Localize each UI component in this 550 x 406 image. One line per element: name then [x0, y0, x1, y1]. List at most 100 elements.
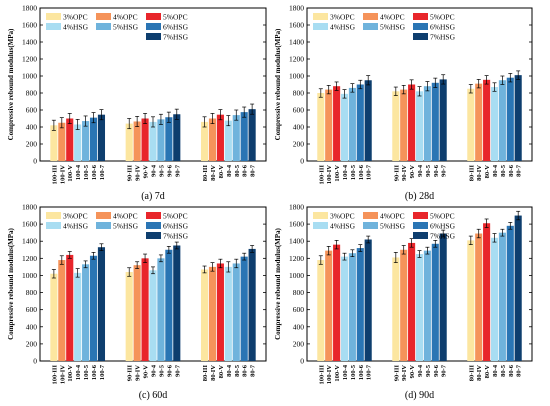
bar [232, 263, 240, 361]
x-tick-label: 100-5 [83, 164, 90, 180]
x-tick-label: 100-V [67, 365, 74, 382]
legend-swatch [96, 222, 111, 229]
bar [157, 258, 165, 361]
bar [74, 124, 82, 161]
y-tick-label: 200 [26, 339, 38, 348]
x-tick-label: 90-4 [417, 164, 424, 177]
legend-label: 4%HSG [330, 222, 356, 231]
y-tick-label: 800 [293, 89, 305, 98]
x-tick-label: 100-7 [99, 164, 106, 180]
x-tick-label: 100-5 [350, 164, 357, 180]
y-tick-label: 400 [293, 322, 305, 331]
bar [467, 240, 475, 361]
legend-label: 4%HSG [330, 23, 356, 32]
legend-label: 4%OPC [113, 13, 138, 22]
legend-label: 5%OPC [163, 212, 188, 221]
bar [224, 120, 232, 161]
bar [483, 79, 491, 161]
x-tick-label: 80-IV [210, 365, 217, 381]
bar [431, 243, 439, 361]
y-tick-label: 1400 [289, 38, 304, 47]
legend-label: 4%HSG [63, 222, 89, 231]
bar [475, 83, 483, 161]
x-tick-label: 80-4 [226, 164, 233, 177]
y-tick-label: 800 [293, 288, 305, 297]
bar [133, 265, 141, 361]
legend-swatch [146, 13, 161, 20]
legend-swatch [313, 212, 328, 219]
bar [490, 87, 499, 161]
x-tick-label: 100-IV [59, 165, 66, 184]
x-tick-label: 80-6 [508, 364, 515, 377]
x-tick-label: 90-5 [425, 364, 432, 377]
x-tick-label: 80-4 [226, 364, 233, 377]
x-tick-label: 100-V [334, 165, 341, 182]
legend-label: 4%OPC [113, 212, 138, 221]
panel-caption: (b) 28d [405, 191, 434, 202]
bar [248, 248, 256, 361]
x-tick-label: 80-5 [500, 364, 507, 377]
x-tick-label: 90-V [409, 165, 416, 179]
bar [165, 249, 173, 361]
bar [216, 114, 224, 161]
x-tick-label: 100-6 [358, 164, 365, 180]
x-tick-label: 80-7 [250, 364, 257, 377]
bar [400, 89, 408, 161]
bar [165, 117, 173, 161]
legend-swatch [46, 13, 61, 20]
legend-swatch [46, 222, 61, 229]
x-tick-label: 100-7 [366, 164, 373, 180]
bar [125, 272, 133, 361]
x-tick-label: 90-5 [158, 164, 165, 177]
legend-swatch [146, 212, 161, 219]
legend-label: 7%HSG [430, 33, 456, 42]
bar [498, 232, 506, 361]
bar [133, 121, 141, 161]
x-tick-label: 100-4 [342, 164, 349, 180]
x-tick-label: 90-4 [151, 164, 158, 177]
bar [423, 86, 431, 161]
bar [66, 118, 74, 161]
bar [240, 256, 248, 361]
legend-swatch [413, 212, 428, 219]
y-tick-label: 1000 [22, 271, 37, 280]
x-tick-label: 100-III [318, 165, 325, 185]
x-tick-label: 90-4 [417, 364, 424, 377]
x-tick-label: 90-III [127, 365, 134, 382]
y-tick-label: 600 [293, 106, 305, 115]
x-tick-label: 100-6 [91, 164, 98, 180]
x-tick-label: 90-IV [401, 365, 408, 381]
bar [325, 89, 333, 161]
legend-swatch [363, 23, 378, 30]
bar [74, 272, 82, 361]
bar [439, 79, 447, 161]
bar [141, 118, 149, 161]
bar [340, 256, 349, 361]
x-tick-label: 80-6 [242, 164, 249, 177]
x-tick-label: 90-III [393, 165, 400, 182]
bar [356, 84, 364, 161]
x-tick-label: 90-III [393, 365, 400, 382]
x-tick-label: 80-V [218, 165, 225, 179]
x-tick-label: 80-IV [210, 165, 217, 181]
bar [333, 244, 341, 361]
legend-swatch [46, 23, 61, 30]
legend-swatch [46, 212, 61, 219]
x-tick-label: 100-4 [342, 364, 349, 380]
y-axis-label: Compressive rebound modulus(MPa) [7, 227, 15, 339]
bar [248, 109, 256, 161]
y-tick-label: 1600 [289, 220, 304, 229]
x-tick-label: 90-IV [135, 365, 142, 381]
x-tick-label: 90-7 [441, 364, 448, 377]
bar [240, 112, 248, 161]
x-tick-label: 80-III [202, 365, 209, 382]
x-tick-label: 90-7 [174, 364, 181, 377]
x-tick-label: 80-IV [476, 165, 483, 181]
bar [498, 80, 506, 161]
bar [514, 75, 522, 161]
legend-swatch [146, 222, 161, 229]
legend-swatch [96, 13, 111, 20]
x-tick-label: 100-6 [358, 364, 365, 380]
x-tick-label: 100-IV [326, 165, 333, 184]
y-tick-label: 400 [293, 123, 305, 132]
